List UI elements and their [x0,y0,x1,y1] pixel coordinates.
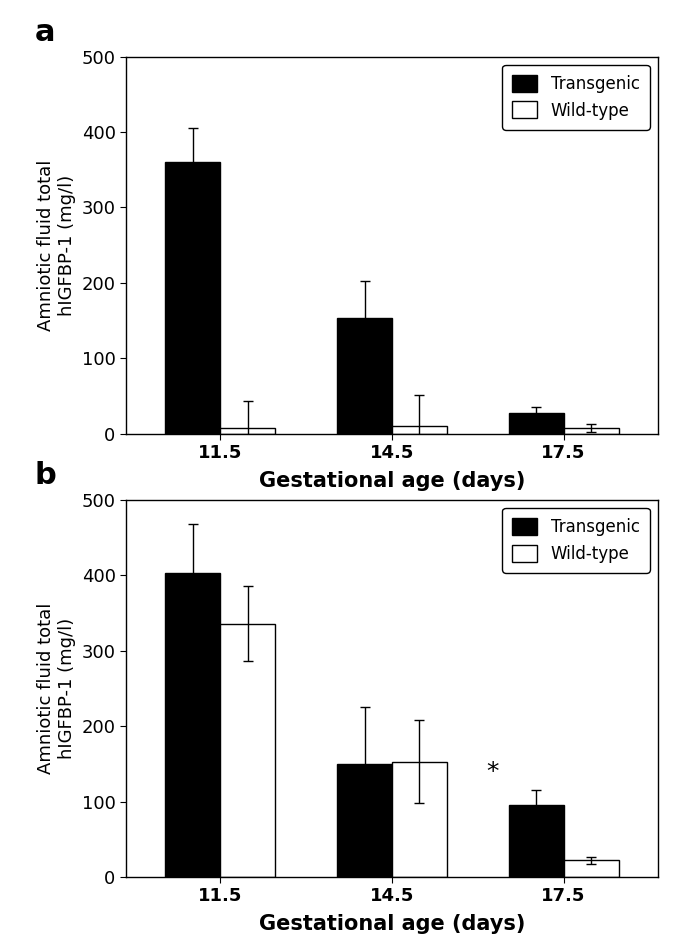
Bar [337,764,392,877]
Bar [337,319,392,434]
Y-axis label: Amniotic fluid total
hIGFBP-1 (mg/l): Amniotic fluid total hIGFBP-1 (mg/l) [37,159,76,331]
Bar [392,762,447,877]
Bar [165,573,220,877]
Bar [564,860,619,877]
Legend: Transgenic, Wild-type: Transgenic, Wild-type [503,508,650,572]
Bar [220,623,275,877]
Legend: Transgenic, Wild-type: Transgenic, Wild-type [503,65,650,129]
Y-axis label: Amniotic fluid total
hIGFBP-1 (mg/l): Amniotic fluid total hIGFBP-1 (mg/l) [37,603,76,774]
X-axis label: Gestational age (days): Gestational age (days) [259,914,525,934]
Bar [165,162,220,434]
Text: *: * [486,760,498,785]
Text: b: b [35,461,57,490]
X-axis label: Gestational age (days): Gestational age (days) [259,471,525,490]
Bar [509,413,564,434]
Bar [392,426,447,434]
Bar [564,428,619,434]
Text: a: a [35,18,55,47]
Bar [509,805,564,877]
Bar [220,428,275,434]
